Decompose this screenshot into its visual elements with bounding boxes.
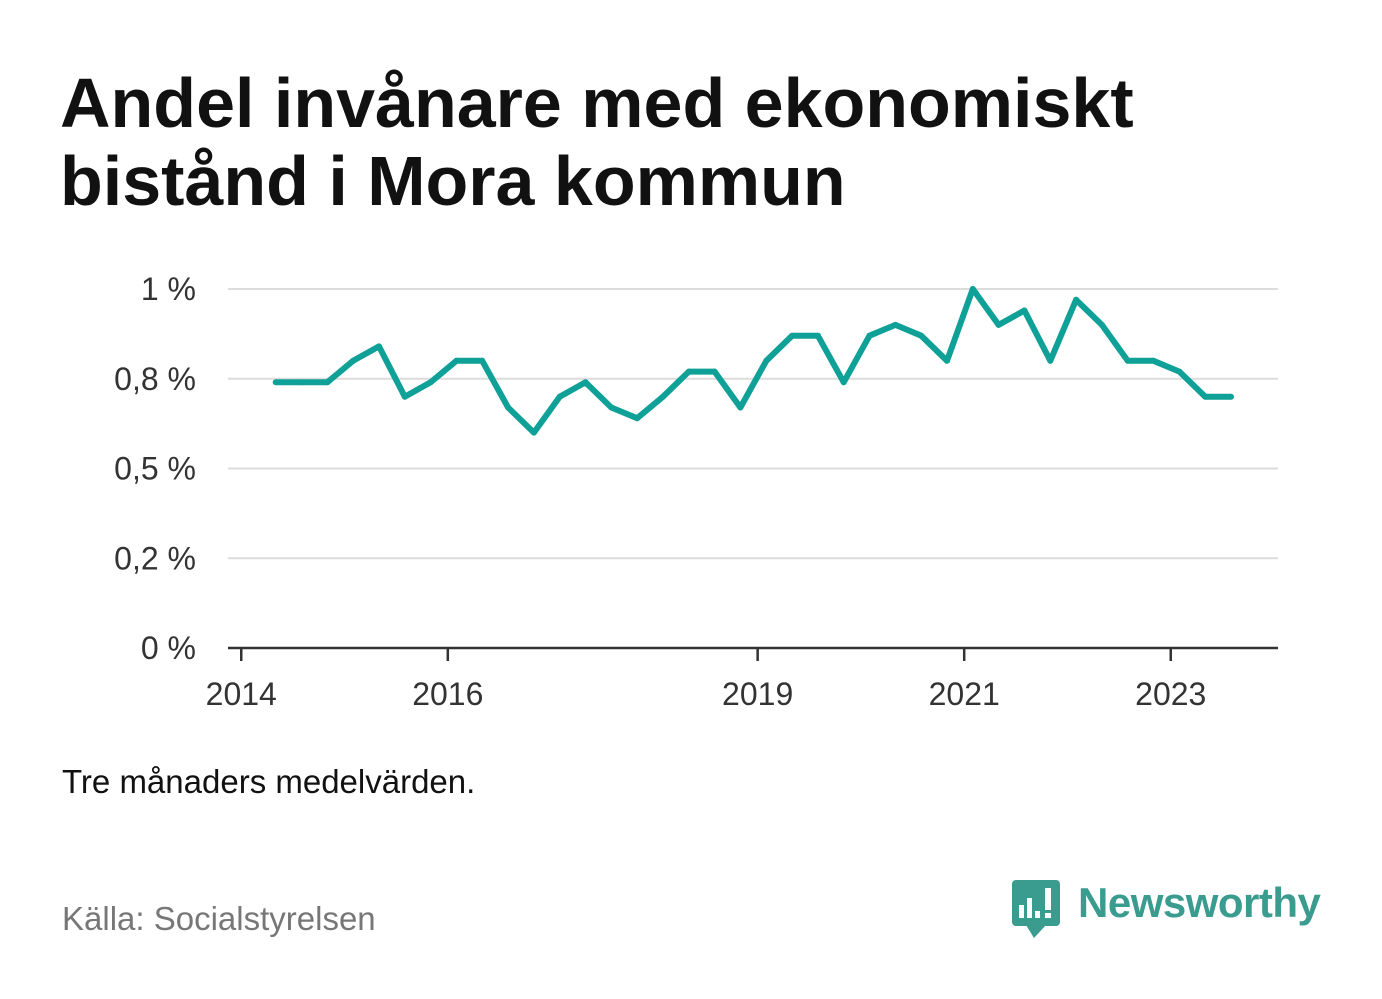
data-point: [711, 368, 718, 375]
data-point: [350, 357, 357, 364]
y-tick-label: 0,2 %: [114, 540, 196, 576]
logo-text: Newsworthy: [1078, 879, 1321, 926]
data-point: [530, 429, 537, 436]
data-point: [918, 332, 925, 339]
data-point: [401, 393, 408, 400]
line-chart: 0 %0,2 %0,5 %0,8 %1 % 2014 2016 2019 2021 20…: [114, 271, 1278, 712]
data-point: [737, 404, 744, 411]
x-tick-label: 2014: [206, 676, 277, 712]
data-point: [814, 332, 821, 339]
data-point: [763, 357, 770, 364]
data-point: [1124, 357, 1131, 364]
y-tick-label: 0 %: [141, 630, 196, 666]
y-gridlines: [228, 288, 1278, 560]
x-axis: 2014 2016 2019 2021 2023: [206, 646, 1278, 712]
icon-bar: [1035, 911, 1040, 918]
icon-bar: [1019, 905, 1024, 918]
data-point: [944, 357, 950, 364]
data-point: [1073, 296, 1080, 303]
data-point: [582, 379, 589, 386]
x-tick-label: 2023: [1135, 676, 1206, 712]
icon-bubble-tail: [1026, 925, 1046, 938]
icon-bubble: [1012, 880, 1060, 926]
data-point: [427, 379, 434, 386]
data-point: [866, 332, 873, 339]
data-point: [1047, 357, 1054, 364]
data-point: [324, 379, 331, 386]
chart-caption: Tre månaders medelvärden.: [62, 763, 476, 800]
icon-bar: [1045, 888, 1051, 910]
data-point: [1228, 393, 1234, 400]
data-point: [789, 332, 796, 339]
data-point: [892, 321, 899, 328]
data-point: [1202, 393, 1209, 400]
y-tick-label: 1 %: [141, 271, 196, 307]
newsworthy-logo: Newsworthy: [1012, 876, 1332, 942]
y-axis-labels: 0 % 0,2 % 0,5 % 0,8 % 1 %: [114, 271, 196, 666]
x-tick-label: 2019: [722, 676, 793, 712]
series-line: [275, 286, 1231, 436]
y-tick-label: 0,8 %: [114, 361, 196, 397]
data-point: [453, 357, 460, 364]
data-point: [376, 343, 382, 350]
data-point: [634, 415, 641, 422]
data-point: [505, 404, 512, 411]
icon-bar: [1027, 898, 1032, 918]
source-note: Källa: Socialstyrelsen: [62, 900, 376, 937]
data-point: [1021, 307, 1028, 314]
x-tick-label: 2016: [412, 676, 483, 712]
data-point: [660, 393, 666, 400]
data-point: [685, 368, 692, 375]
x-tick-label: 2021: [929, 676, 1000, 712]
bar-chart-speech-bubble-icon: [1012, 880, 1060, 938]
data-point: [556, 393, 563, 400]
series-layer: [272, 286, 1234, 436]
chart-title: Andel invånare med ekonomiskt bistånd i …: [60, 64, 1134, 220]
data-point: [298, 379, 305, 386]
data-point: [840, 379, 847, 386]
icon-dot: [1045, 913, 1051, 918]
data-point: [608, 404, 615, 411]
data-point: [995, 321, 1002, 328]
y-tick-label: 0,5 %: [114, 451, 196, 487]
data-point: [272, 379, 279, 386]
data-point: [479, 357, 486, 364]
data-point: [1150, 357, 1157, 364]
data-point: [969, 286, 976, 292]
data-point: [1098, 321, 1105, 328]
data-point: [1176, 368, 1183, 375]
